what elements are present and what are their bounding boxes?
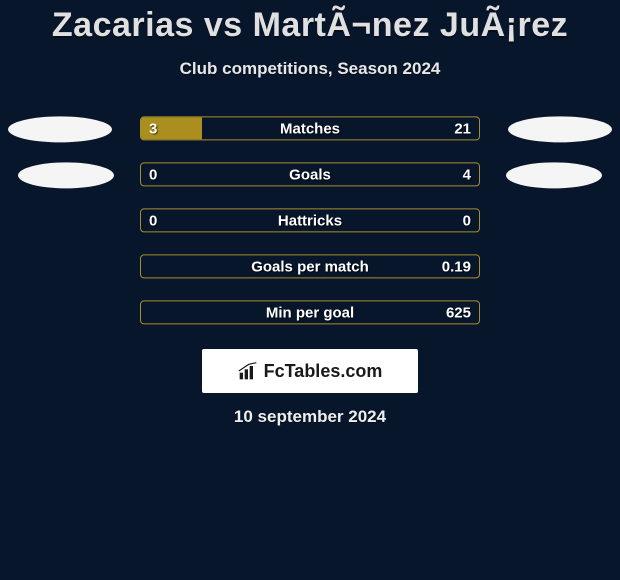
page-title: Zacarias vs MartÃ¬nez JuÃ¡rez	[0, 6, 620, 45]
stat-bar: 0.19Goals per match	[140, 254, 480, 278]
stat-value-right: 0.19	[434, 255, 479, 277]
stat-row: 321Matches	[0, 109, 620, 155]
date-text: 10 september 2024	[0, 407, 620, 427]
stat-label: Goals	[141, 163, 479, 185]
stat-bar: 625Min per goal	[140, 300, 480, 324]
player-badge-right	[506, 162, 602, 188]
stat-row: 0 0Hattricks	[0, 201, 620, 247]
stats-rows: 321Matches04Goals00Hattricks0.19Goals pe…	[0, 109, 620, 339]
stat-value-left	[141, 301, 157, 323]
stat-bar: 0 0Hattricks	[140, 208, 480, 232]
stat-value-right: 625	[438, 301, 479, 323]
barchart-icon	[238, 361, 258, 381]
stat-value-right: 0	[455, 209, 479, 231]
stat-row: 0 4Goals	[0, 155, 620, 201]
stat-row: 625Min per goal	[0, 293, 620, 339]
stat-label: Min per goal	[141, 301, 479, 323]
logo-text: FcTables.com	[264, 361, 383, 382]
stat-bar: 321Matches	[140, 116, 480, 140]
stat-label: Hattricks	[141, 209, 479, 231]
stat-value-right: 21	[446, 117, 479, 139]
player-badge-left	[8, 116, 112, 142]
subtitle: Club competitions, Season 2024	[0, 59, 620, 79]
stat-value-left	[141, 255, 157, 277]
logo-box[interactable]: FcTables.com	[202, 349, 418, 393]
comparison-card: Zacarias vs MartÃ¬nez JuÃ¡rez Club compe…	[0, 0, 620, 580]
player-badge-left	[18, 162, 114, 188]
stat-label: Goals per match	[141, 255, 479, 277]
stat-bar: 0 4Goals	[140, 162, 480, 186]
title-text: Zacarias vs MartÃ¬nez JuÃ¡rez	[52, 6, 568, 44]
stat-row: 0.19Goals per match	[0, 247, 620, 293]
stat-value-left: 0	[141, 163, 165, 185]
player-badge-right	[508, 116, 612, 142]
stat-value-left: 0	[141, 209, 165, 231]
stat-value-right: 4	[455, 163, 479, 185]
stat-value-left: 3	[141, 117, 165, 139]
